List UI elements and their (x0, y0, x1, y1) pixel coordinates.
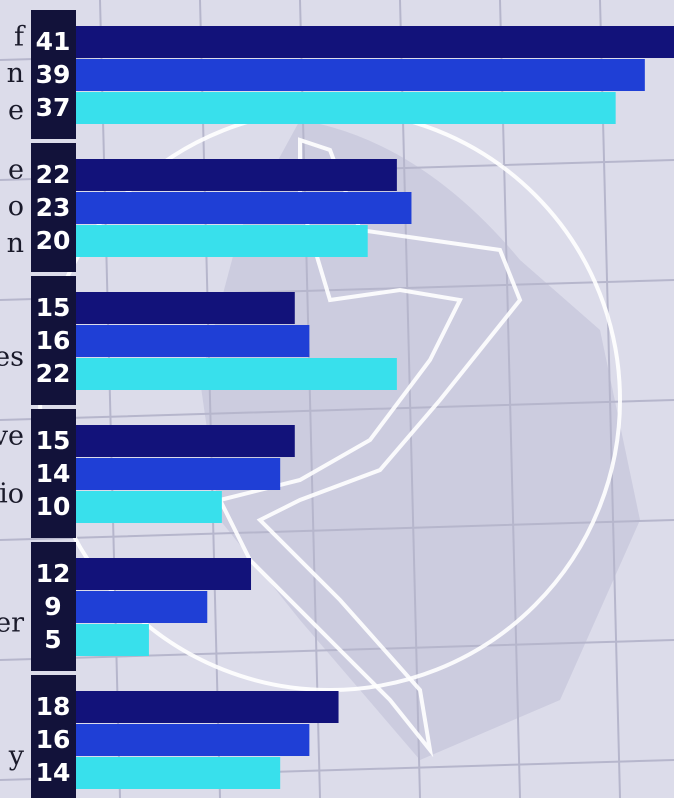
value-label: 22 (36, 359, 71, 388)
bar (76, 292, 295, 324)
value-label: 14 (36, 459, 71, 488)
category-label: ve (0, 421, 24, 452)
label-panel (31, 409, 76, 538)
category-label: es (0, 342, 24, 373)
bar (76, 225, 368, 257)
category-label: n (7, 58, 24, 89)
category-label: e (8, 95, 24, 126)
value-label: 14 (36, 758, 71, 787)
bar (76, 192, 412, 224)
category-label: y (8, 741, 25, 772)
category-label: n (7, 228, 24, 259)
value-label: 39 (36, 60, 71, 89)
bar (76, 325, 310, 357)
value-label: 10 (36, 492, 71, 521)
bar (76, 691, 339, 723)
value-label: 22 (36, 160, 71, 189)
bar (76, 591, 208, 623)
value-label: 9 (44, 592, 61, 621)
bar (76, 358, 397, 390)
category-label: e (8, 155, 24, 186)
label-panel (31, 542, 76, 671)
label-panel (31, 143, 76, 272)
bar (76, 724, 310, 756)
value-label: 5 (44, 625, 61, 654)
category-label: f (14, 22, 26, 53)
category-label: io (0, 479, 24, 510)
label-panel (31, 675, 76, 798)
bar (76, 491, 222, 523)
value-label: 12 (36, 559, 71, 588)
bar (76, 425, 295, 457)
bar (76, 757, 281, 789)
bar (76, 59, 645, 91)
value-label: 37 (36, 93, 71, 122)
value-label: 16 (36, 725, 71, 754)
value-label: 20 (36, 226, 71, 255)
value-label: 18 (36, 692, 71, 721)
bar (76, 159, 397, 191)
value-label: 16 (36, 326, 71, 355)
bar (76, 624, 149, 656)
value-label: 41 (36, 27, 71, 56)
label-panel (31, 276, 76, 405)
value-label: 23 (36, 193, 71, 222)
category-label: o (8, 191, 24, 222)
bar (76, 458, 281, 490)
category-label: er (0, 608, 24, 639)
value-label: 15 (36, 293, 71, 322)
bar (76, 92, 616, 124)
bar (76, 558, 252, 590)
label-panel (31, 10, 76, 139)
value-label: 15 (36, 426, 71, 455)
bar (76, 26, 674, 58)
plot: fne413937eon222320es151622veio151410er12… (0, 10, 674, 798)
